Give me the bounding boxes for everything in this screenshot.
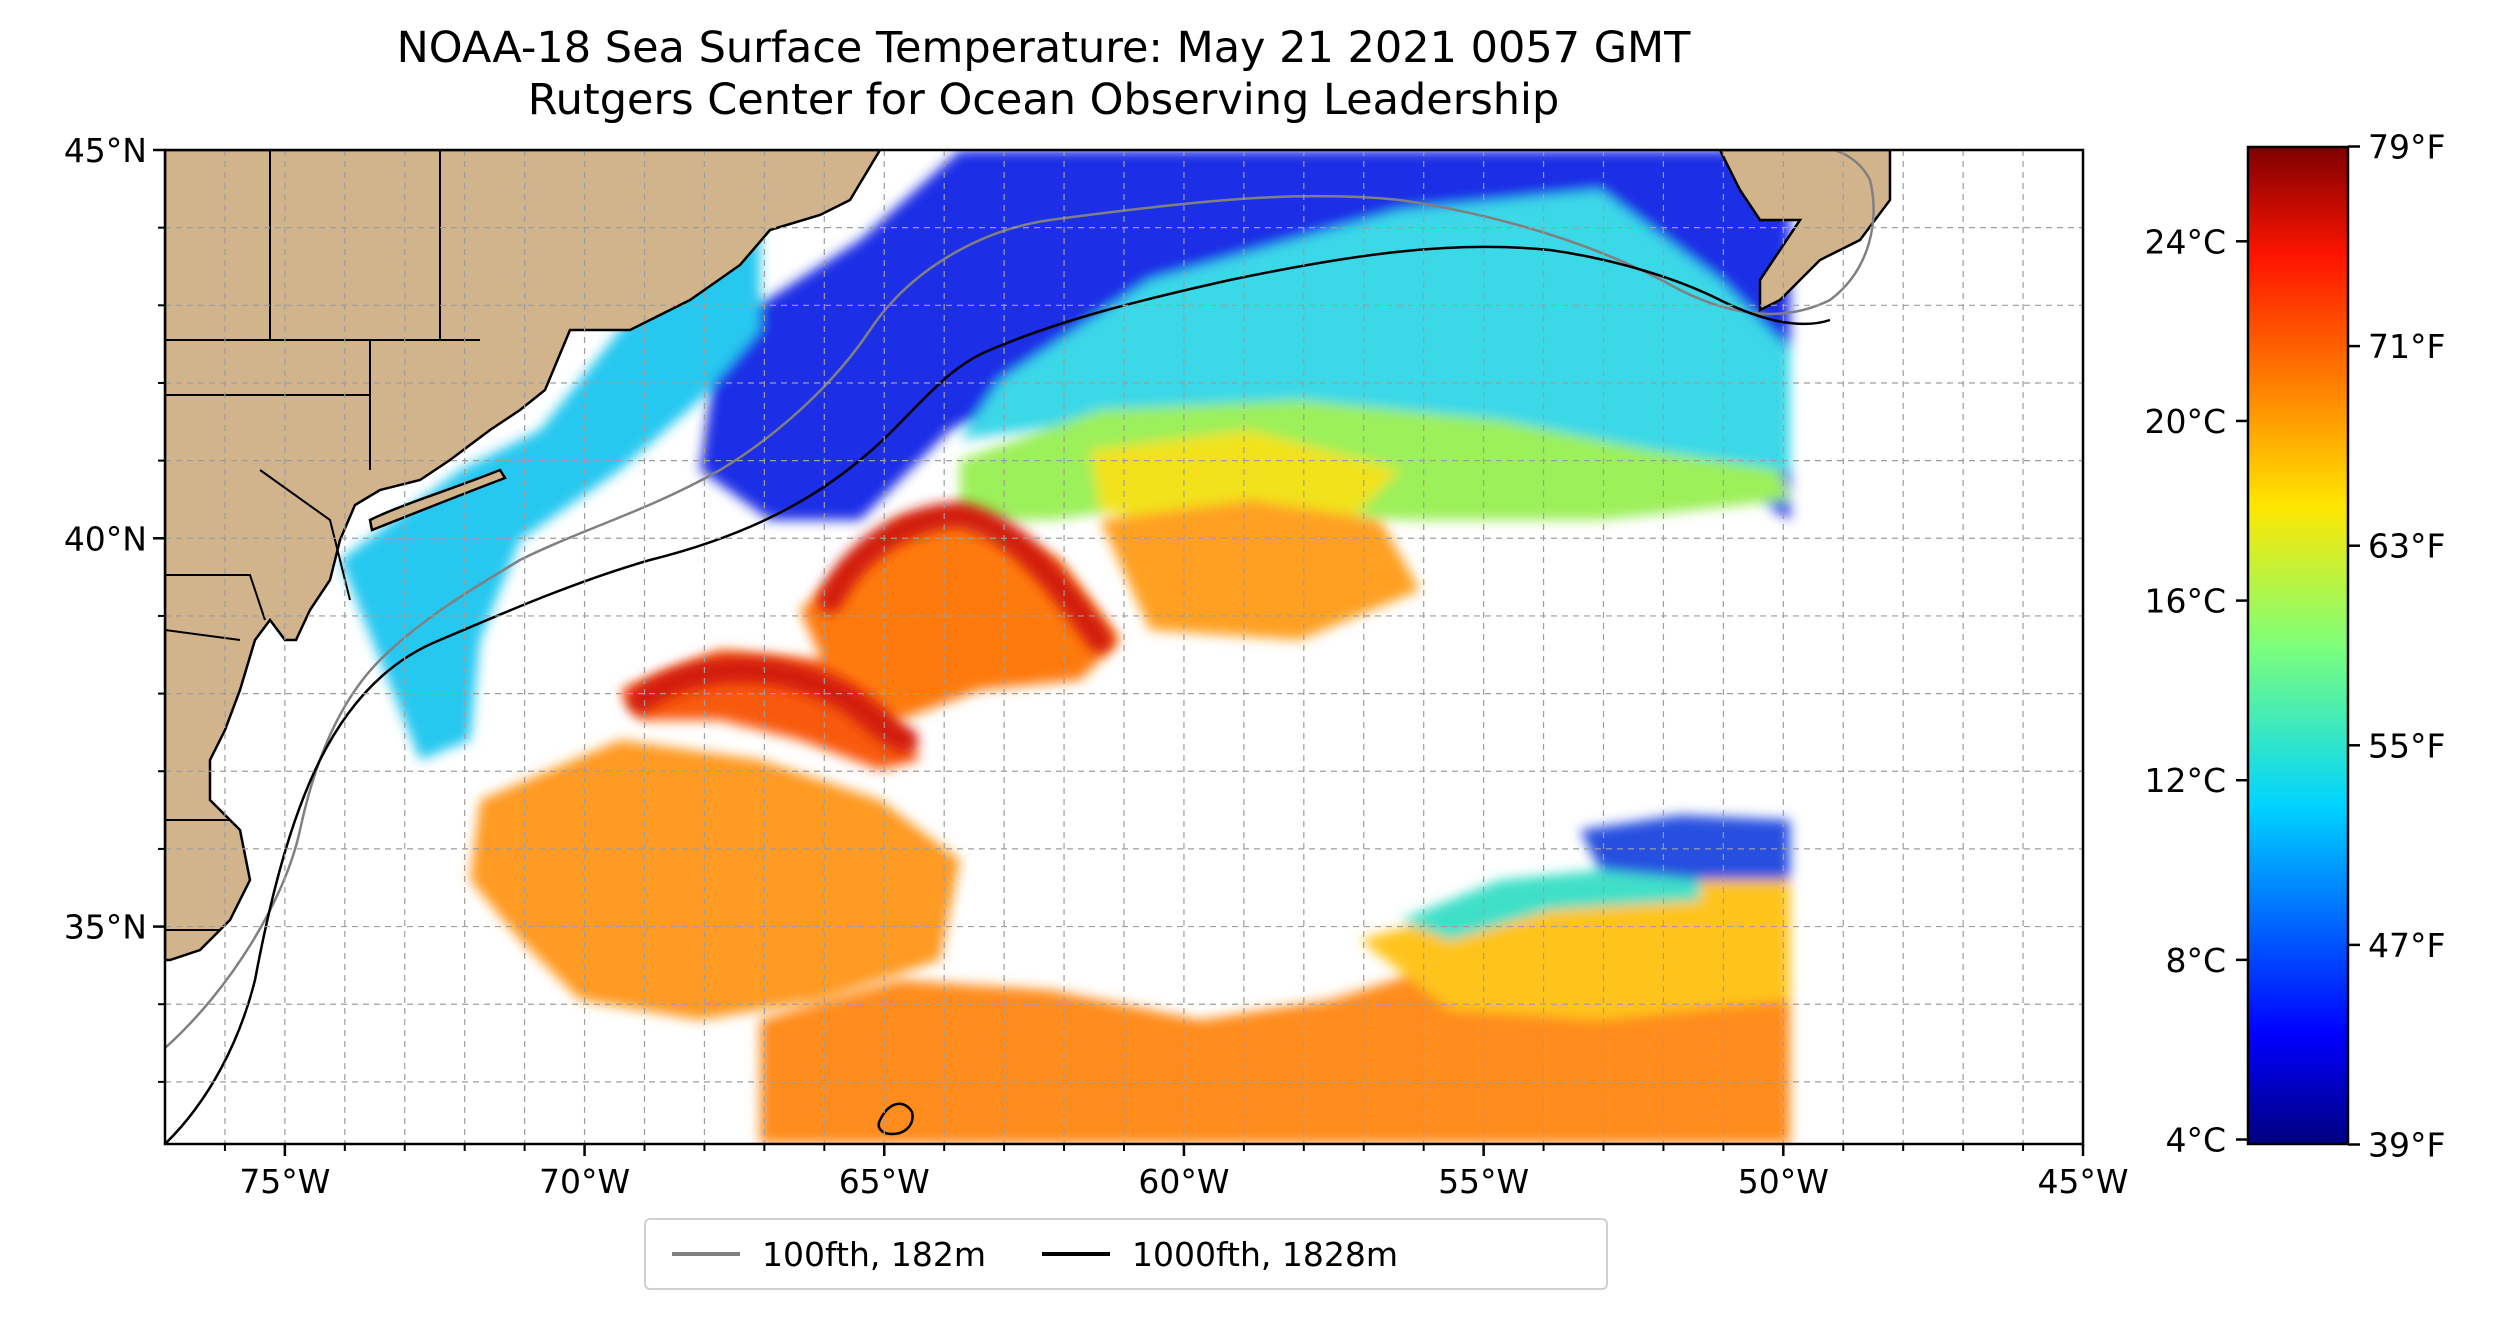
land-long-island bbox=[368, 468, 507, 532]
legend-item-100fth: 100fth, 182m bbox=[672, 1235, 986, 1274]
sst-yellow-patch bbox=[1090, 430, 1400, 530]
lon-tick-label: 65°W bbox=[839, 1162, 930, 1201]
sst-southeast-cyan bbox=[1400, 870, 1700, 940]
fahrenheit-tick-label: 71°F bbox=[2368, 327, 2445, 366]
contour-100fth bbox=[165, 150, 1875, 1049]
land-mainland bbox=[165, 150, 882, 962]
land-nova-scotia bbox=[1718, 150, 1892, 313]
lat-tick-label: 35°N bbox=[64, 908, 147, 947]
legend-label-100fth: 100fth, 182m bbox=[762, 1234, 986, 1274]
lon-tick-label: 55°W bbox=[1438, 1162, 1529, 1201]
fahrenheit-tick-label: 63°F bbox=[2368, 527, 2445, 566]
sst-mid-warm-patch bbox=[1100, 500, 1420, 640]
celsius-tick-label: 24°C bbox=[2144, 222, 2226, 261]
celsius-tick-label: 16°C bbox=[2144, 582, 2226, 621]
contour-seamount bbox=[877, 1102, 914, 1136]
legend-line-gray bbox=[672, 1252, 740, 1256]
celsius-tick-label: 4°C bbox=[2165, 1121, 2226, 1160]
fahrenheit-tick-label: 55°F bbox=[2368, 726, 2445, 765]
contour-legend: 100fth, 182m 1000fth, 1828m bbox=[644, 1218, 1608, 1290]
lon-tick-label: 75°W bbox=[239, 1162, 330, 1201]
celsius-tick-label: 20°C bbox=[2144, 402, 2226, 441]
map-axes: 75°W 70°W 65°W 60°W 55°W 50°W 45°W 35°N 40°N 45°N bbox=[64, 131, 2129, 1201]
colorbar-gradient bbox=[2246, 145, 2350, 1146]
celsius-tick-label: 12°C bbox=[2144, 761, 2226, 800]
lon-tick-label: 60°W bbox=[1138, 1162, 1229, 1201]
sst-southwest-warm bbox=[470, 740, 960, 1020]
lon-tick-label: 50°W bbox=[1738, 1162, 1829, 1201]
lat-tick-label: 45°N bbox=[64, 131, 147, 170]
fahrenheit-tick-label: 79°F bbox=[2368, 128, 2445, 167]
chart-title: NOAA-18 Sea Surface Temperature: May 21 … bbox=[160, 22, 1927, 126]
lon-tick-label: 70°W bbox=[539, 1162, 630, 1201]
gridlines bbox=[165, 150, 2083, 1144]
title-line-1: NOAA-18 Sea Surface Temperature: May 21 … bbox=[396, 23, 1691, 73]
legend-label-1000fth: 1000fth, 1828m bbox=[1132, 1234, 1398, 1274]
fahrenheit-tick-label: 47°F bbox=[2368, 926, 2445, 965]
lon-tick-label: 45°W bbox=[2037, 1162, 2128, 1201]
map-area bbox=[165, 150, 2083, 1144]
lat-tick-label: 40°N bbox=[64, 519, 147, 558]
celsius-tick-label: 8°C bbox=[2165, 941, 2226, 980]
sst-field bbox=[340, 150, 1790, 1144]
legend-item-1000fth: 1000fth, 1828m bbox=[1042, 1235, 1398, 1274]
fahrenheit-tick-label: 39°F bbox=[2368, 1125, 2445, 1164]
sst-cyan-coastal-band bbox=[340, 220, 760, 760]
sst-southeast-cold bbox=[1580, 815, 1790, 880]
colorbar: 4°C 8°C 12°C 16°C 20°C 24°C 39°F 47°F 55°F 63°F 71… bbox=[2144, 128, 2445, 1165]
state-borders bbox=[165, 150, 480, 931]
colorbar-ticks: 4°C 8°C 12°C 16°C 20°C 24°C 39°F 47°F 55°F 63°F 71… bbox=[2144, 128, 2445, 1165]
legend-line-black bbox=[1042, 1252, 1110, 1256]
title-line-2: Rutgers Center for Ocean Observing Leade… bbox=[527, 75, 1560, 125]
sst-gulf-stream-core bbox=[627, 501, 1113, 753]
land bbox=[165, 150, 1892, 962]
